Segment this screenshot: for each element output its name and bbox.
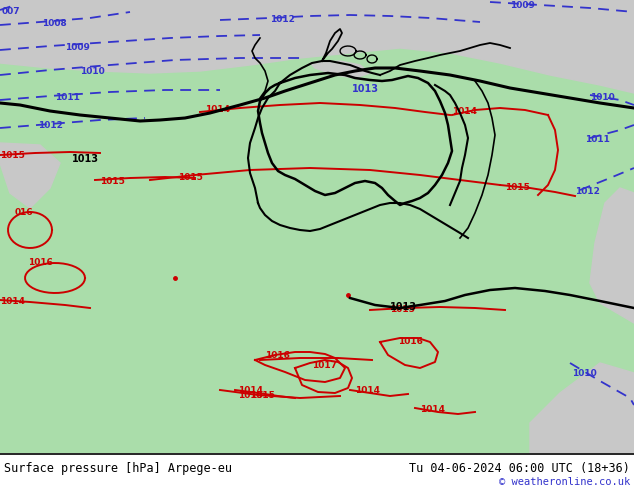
- Text: 1014: 1014: [205, 105, 230, 115]
- Text: 1014: 1014: [238, 386, 263, 395]
- Text: 1015: 1015: [505, 183, 530, 193]
- Text: 1013: 1013: [72, 154, 99, 164]
- Text: 1013: 1013: [390, 302, 417, 312]
- Text: 1014: 1014: [452, 107, 477, 117]
- Text: 007: 007: [2, 7, 21, 17]
- Text: 1015: 1015: [390, 305, 415, 315]
- Text: 1012: 1012: [38, 122, 63, 130]
- Text: 1009: 1009: [510, 1, 535, 10]
- Text: 1015: 1015: [250, 391, 275, 400]
- Polygon shape: [0, 0, 634, 93]
- Text: Tu 04-06-2024 06:00 UTC (18+36): Tu 04-06-2024 06:00 UTC (18+36): [409, 462, 630, 475]
- Polygon shape: [0, 0, 634, 453]
- Text: 1008: 1008: [42, 20, 67, 28]
- Text: 1016: 1016: [28, 258, 53, 267]
- Text: 1016: 1016: [398, 337, 423, 345]
- Text: © weatheronline.co.uk: © weatheronline.co.uk: [499, 477, 630, 487]
- Text: 1010: 1010: [590, 94, 615, 102]
- Polygon shape: [590, 188, 634, 323]
- Text: 1017: 1017: [312, 362, 337, 370]
- Text: 016: 016: [15, 208, 34, 217]
- Text: 1015: 1015: [238, 392, 263, 400]
- Text: 1012: 1012: [575, 188, 600, 196]
- Text: 1010: 1010: [80, 68, 105, 76]
- Polygon shape: [0, 143, 60, 208]
- Text: 1011: 1011: [55, 94, 80, 102]
- Text: Surface pressure [hPa] Arpege-eu: Surface pressure [hPa] Arpege-eu: [4, 462, 232, 475]
- Text: 1009: 1009: [65, 44, 90, 52]
- Text: 1015: 1015: [0, 150, 25, 160]
- Text: 1014: 1014: [0, 297, 25, 307]
- Text: 1014: 1014: [355, 386, 380, 395]
- Polygon shape: [310, 61, 370, 78]
- Polygon shape: [530, 363, 634, 453]
- Text: 1010: 1010: [572, 368, 597, 377]
- Text: 1016: 1016: [265, 351, 290, 361]
- Text: 1012: 1012: [270, 16, 295, 24]
- Text: 1013: 1013: [352, 84, 379, 94]
- Text: 1014: 1014: [420, 405, 445, 414]
- Text: 1015: 1015: [100, 176, 125, 186]
- Text: 1011: 1011: [585, 136, 610, 145]
- Text: 1015: 1015: [178, 173, 203, 182]
